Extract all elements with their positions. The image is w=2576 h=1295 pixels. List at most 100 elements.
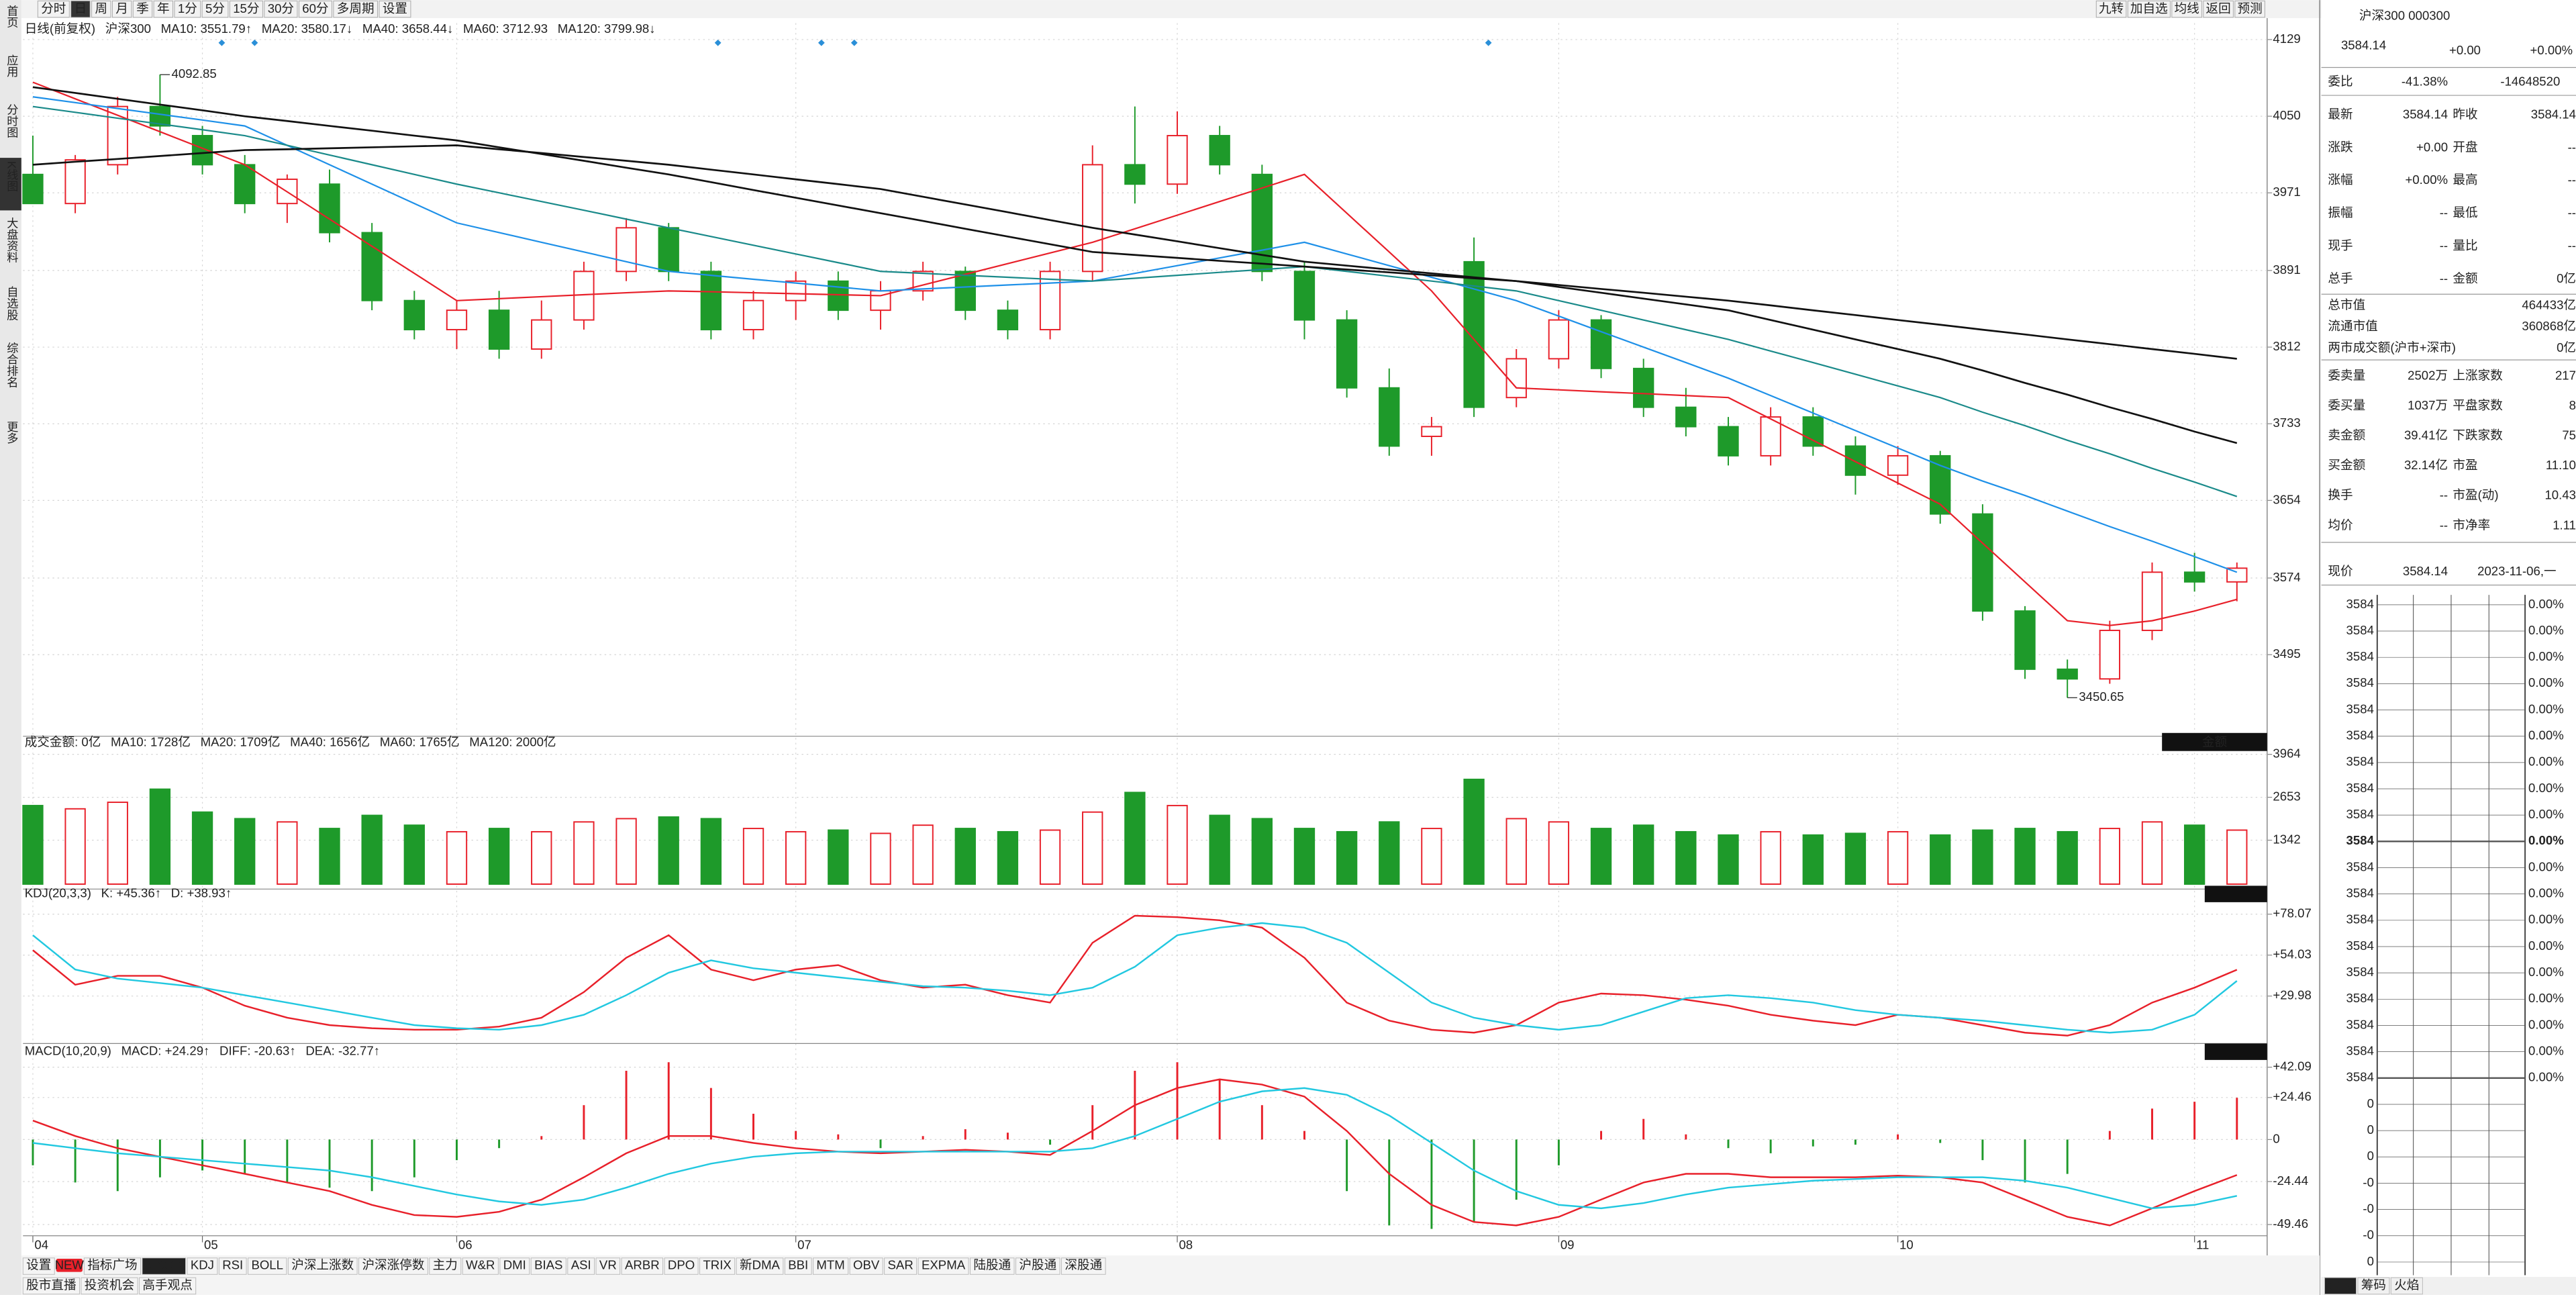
indicator-tab[interactable]: OBV [853,1257,880,1272]
side-nav-item[interactable]: 大盘资料 [5,217,18,263]
period-tab[interactable]: 多周期 [337,1,375,15]
side-nav-item[interactable]: 自选股 [5,286,18,321]
indicator-tab[interactable]: DMI [503,1257,526,1272]
mini-scale-right: 0.00% [2528,991,2564,1005]
indicator-tab[interactable]: TRIX [703,1257,732,1272]
indicator-tab[interactable]: EXPMA [922,1257,966,1272]
period-tab[interactable]: 设置 [383,1,407,15]
panel-tab[interactable]: 分时 [2328,1278,2352,1292]
tool-button[interactable]: 返回 [2206,1,2231,15]
legend-entry: MA10: 3551.79↑ [161,21,252,36]
tab-box [298,0,332,18]
period-tab[interactable]: 30分 [268,1,294,15]
tab-box [784,1257,812,1275]
indicator-tab[interactable]: BIAS [534,1257,562,1272]
indicator-tab[interactable]: ASI [571,1257,591,1272]
side-nav-item[interactable]: 分时图 [5,103,18,138]
mini-scale-left: 0 [2367,1254,2374,1268]
period-tab[interactable]: 60分 [302,1,328,15]
indicator-tab[interactable]: 沪深上涨数 [291,1257,354,1272]
tool-button[interactable]: 九转 [2099,1,2124,15]
indicator-tab[interactable]: 指标广场 [87,1257,137,1272]
tab-box [969,1257,1015,1275]
footer-tab[interactable]: 投资机会 [85,1278,134,1292]
tab-box [736,1257,784,1275]
mini-scale-right: 0.00% [2528,649,2564,663]
period-tab[interactable]: 15分 [233,1,259,15]
side-nav-item[interactable]: 更多 [5,421,18,444]
side-nav-item[interactable]: 综合排名 [5,342,18,388]
indicator-tab[interactable]: VR [599,1257,617,1272]
row-label: 流通市值 [2328,319,2377,333]
indicator-tab[interactable]: KDJ [191,1257,214,1272]
row-value: 1.11 [2553,518,2576,532]
mini-scale-left: 3584 [2346,886,2374,900]
side-nav-item[interactable]: 首页 [5,5,18,28]
period-tab[interactable]: 日 [75,1,87,15]
candle-body [1082,164,1103,273]
volume-bar [1718,834,1739,885]
panel-tab[interactable]: 筹码 [2361,1278,2386,1292]
indicator-tab[interactable]: 主力 [433,1257,458,1272]
tool-button[interactable]: 均线 [2175,1,2199,15]
mini-scale-right: 0.00% [2528,859,2564,873]
ma-line [32,86,2238,444]
candle-body [1887,454,1909,476]
tab-box [174,0,201,18]
indicator-tab[interactable]: BBI [788,1257,808,1272]
mini-scale-left: 3584 [2346,991,2374,1005]
indicator-tab[interactable]: 沪股通 [1019,1257,1056,1272]
tab-box [201,0,229,18]
tool-button[interactable]: 预测 [2238,1,2263,15]
candle-body [1039,271,1061,331]
panel-tab[interactable]: 火焰 [2394,1278,2419,1292]
y-tick-label: 3733 [2273,416,2300,430]
legend-entry: KDJ(20,3,3) [25,886,91,900]
indicator-tab[interactable]: RSI [222,1257,243,1272]
period-tab[interactable]: 月 [115,1,128,15]
indicator-tab[interactable]: 陆股通 [973,1257,1011,1272]
period-tab[interactable]: 年 [157,1,170,15]
panel-button[interactable] [2204,1043,2267,1060]
panel-button[interactable] [2204,885,2267,902]
indicator-tab[interactable]: 沪深涨停数 [362,1257,424,1272]
side-nav-item[interactable]: K线图 [5,161,18,192]
indicator-tab[interactable]: 深股通 [1064,1257,1102,1272]
indicator-tab[interactable]: SAR [888,1257,913,1272]
indicator-tab[interactable]: 设置 [26,1257,51,1272]
mini-scale-right: 0.00% [2528,675,2564,689]
footer-tab[interactable]: 高手观点 [142,1278,192,1292]
period-tab[interactable]: 季 [136,1,149,15]
row-label: 均价 [2328,518,2353,532]
side-nav-item[interactable]: 应用 [5,54,18,78]
candle-body [64,159,86,205]
indicator-tab[interactable]: 新DMA [740,1257,781,1272]
volume-bar [403,824,425,885]
row-value: 75 [2562,428,2576,442]
footer-tab[interactable]: 股市直播 [26,1278,77,1292]
row-value: 39.41亿 [2404,428,2448,442]
volume-bar [2183,824,2206,885]
period-tab[interactable]: 5分 [205,1,225,15]
mini-scale-right: 0.00% [2528,702,2564,716]
indicator-tab[interactable]: BOLL [251,1257,283,1272]
y-tick-label: -49.46 [2273,1216,2308,1231]
tool-button[interactable]: 加自选 [2130,1,2168,15]
period-tab[interactable]: 周 [95,1,107,15]
volume-bar [912,824,934,885]
indicator-tab[interactable]: ARBR [625,1257,660,1272]
indicator-tab[interactable]: DPO [668,1257,695,1272]
row-label: 振幅 [2328,205,2352,220]
tab-box [333,0,378,18]
indicator-tab[interactable]: MACD [146,1257,183,1272]
mini-scale-left: 3584 [2346,597,2374,611]
tab-box [1015,1257,1060,1275]
indicator-tab[interactable]: W&R [466,1257,495,1272]
period-tab[interactable]: 1分 [178,1,197,15]
indicator-tab[interactable]: MTM [816,1257,844,1272]
row-label: 委比 [2328,74,2352,88]
period-tab[interactable]: 分时 [41,1,66,15]
panel-button[interactable] [2162,732,2267,751]
row-value: -- [2568,238,2576,252]
row-value: +0.00 [2416,140,2448,154]
